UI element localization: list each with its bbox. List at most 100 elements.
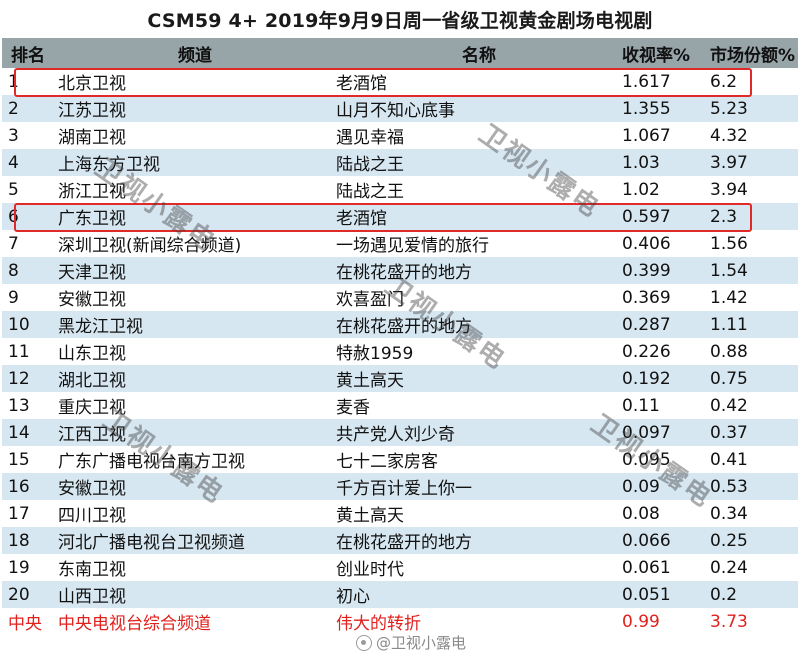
cell-rating: 0.597 (622, 206, 671, 227)
header-share: 市场份额% (710, 45, 796, 66)
cell-show: 在桃花盛开的地方 (336, 533, 472, 553)
cell-share: 0.42 (710, 395, 748, 416)
table-row: 6 广东卫视 老酒馆 0.597 2.3 (2, 203, 798, 230)
cell-rating: 0.051 (622, 584, 671, 605)
cell-rank: 13 (8, 395, 30, 416)
cell-rating: 1.355 (622, 98, 671, 119)
cell-share: 1.56 (710, 233, 748, 254)
cell-rating: 0.09 (622, 476, 660, 497)
cell-share: 3.97 (710, 152, 748, 173)
cell-show: 七十二家房客 (336, 452, 438, 472)
header-rank: 排名 (11, 45, 45, 66)
cell-channel: 天津卫视 (58, 263, 126, 283)
cell-rank: 2 (8, 98, 19, 119)
cell-show: 一场遇见爱情的旅行 (336, 236, 489, 256)
cell-channel: 湖北卫视 (58, 371, 126, 391)
cell-channel: 广东广播电视台南方卫视 (58, 452, 245, 472)
cell-show: 陆战之王 (336, 182, 404, 202)
cell-show: 黄土高天 (336, 371, 404, 391)
cell-share: 0.41 (710, 449, 748, 470)
cell-channel: 深圳卫视(新闻综合频道) (58, 236, 242, 256)
header-channel: 频道 (178, 45, 212, 66)
table-row: 4 上海东方卫视 陆战之王 1.03 3.97 (2, 149, 798, 176)
cell-rating: 0.08 (622, 503, 660, 524)
cell-show: 伟大的转折 (336, 614, 421, 634)
cell-channel: 四川卫视 (58, 506, 126, 526)
table-row: 20 山西卫视 初心 0.051 0.2 (2, 581, 798, 608)
table-row: 14 江西卫视 共产党人刘少奇 0.097 0.37 (2, 419, 798, 446)
cell-rating: 0.99 (622, 611, 660, 632)
cell-share: 0.37 (710, 422, 748, 443)
cell-rank: 7 (8, 233, 19, 254)
cell-channel: 湖南卫视 (58, 128, 126, 148)
table-row: 5 浙江卫视 陆战之王 1.02 3.94 (2, 176, 798, 203)
cell-show: 黄土高天 (336, 506, 404, 526)
cell-share: 0.24 (710, 557, 748, 578)
table-row: 15 广东广播电视台南方卫视 七十二家房客 0.095 0.41 (2, 446, 798, 473)
cell-rank: 12 (8, 368, 30, 389)
cell-share: 0.2 (710, 584, 738, 605)
cell-show: 特赦1959 (336, 344, 414, 364)
table-row: 2 江苏卫视 山月不知心底事 1.355 5.23 (2, 95, 798, 122)
cell-rank: 1 (8, 71, 19, 92)
cell-rank: 17 (8, 503, 30, 524)
cell-rating: 1.03 (622, 152, 660, 173)
page-title: CSM59 4+ 2019年9月9日周一省级卫视黄金剧场电视剧 (147, 10, 653, 32)
cell-rating: 0.066 (622, 530, 671, 551)
table-body: 1 北京卫视 老酒馆 1.617 6.2 2 江苏卫视 山月不知心底事 1.355 5.23 3 湖南… (2, 68, 798, 608)
cell-show: 老酒馆 (336, 209, 387, 229)
cell-rating: 0.226 (622, 341, 671, 362)
cell-show: 麦香 (336, 398, 370, 418)
table-row: 16 安徽卫视 千方百计爱上你一 0.09 0.53 (2, 473, 798, 500)
cell-share: 3.73 (710, 611, 748, 632)
cell-rank: 4 (8, 152, 19, 173)
weibo-credit: @卫视小露电 (356, 632, 466, 653)
cell-rank: 15 (8, 449, 30, 470)
cell-share: 0.75 (710, 368, 748, 389)
cell-rating: 1.617 (622, 71, 671, 92)
cell-rating: 0.097 (622, 422, 671, 443)
cell-rank: 20 (8, 584, 30, 605)
table-row: 9 安徽卫视 欢喜盈门 0.369 1.42 (2, 284, 798, 311)
cell-channel: 安徽卫视 (58, 290, 126, 310)
cell-rank: 18 (8, 530, 30, 551)
cell-rank: 11 (8, 341, 30, 362)
cell-share: 2.3 (710, 206, 738, 227)
cell-share: 1.42 (710, 287, 748, 308)
cell-rank: 5 (8, 179, 19, 200)
cell-channel: 上海东方卫视 (58, 155, 160, 175)
cell-show: 初心 (336, 587, 370, 607)
cell-share: 0.53 (710, 476, 748, 497)
table-row: 17 四川卫视 黄土高天 0.08 0.34 (2, 500, 798, 527)
cell-channel: 山西卫视 (58, 587, 126, 607)
cell-share: 3.94 (710, 179, 748, 200)
cell-rating: 0.11 (622, 395, 660, 416)
cell-share: 0.88 (710, 341, 748, 362)
cell-channel: 北京卫视 (58, 74, 126, 94)
cell-show: 欢喜盈门 (336, 290, 404, 310)
cell-channel: 安徽卫视 (58, 479, 126, 499)
cell-show: 老酒馆 (336, 74, 387, 94)
cell-rating: 0.287 (622, 314, 671, 335)
table-row: 19 东南卫视 创业时代 0.061 0.24 (2, 554, 798, 581)
cell-share: 6.2 (710, 71, 738, 92)
cell-channel: 浙江卫视 (58, 182, 126, 202)
cell-share: 5.23 (710, 98, 748, 119)
table-row: 12 湖北卫视 黄土高天 0.192 0.75 (2, 365, 798, 392)
cell-show: 共产党人刘少奇 (336, 425, 455, 445)
cell-rating: 1.067 (622, 125, 671, 146)
header-rating: 收视率% (622, 45, 691, 66)
cell-show: 遇见幸福 (336, 128, 404, 148)
cell-share: 1.54 (710, 260, 748, 281)
cell-show: 陆战之王 (336, 155, 404, 175)
table-row: 7 深圳卫视(新闻综合频道) 一场遇见爱情的旅行 0.406 1.56 (2, 230, 798, 257)
cell-rating: 0.061 (622, 557, 671, 578)
table-row: 10 黑龙江卫视 在桃花盛开的地方 0.287 1.11 (2, 311, 798, 338)
cell-rank: 10 (8, 314, 30, 335)
cell-channel: 黑龙江卫视 (58, 317, 143, 337)
cell-show: 千方百计爱上你一 (336, 479, 472, 499)
cell-show: 在桃花盛开的地方 (336, 317, 472, 337)
credit-text: @卫视小露电 (376, 634, 467, 652)
table-row-cctv: 中央 中央电视台综合频道 伟大的转折 0.99 3.73 (2, 608, 798, 635)
table-row: 8 天津卫视 在桃花盛开的地方 0.399 1.54 (2, 257, 798, 284)
